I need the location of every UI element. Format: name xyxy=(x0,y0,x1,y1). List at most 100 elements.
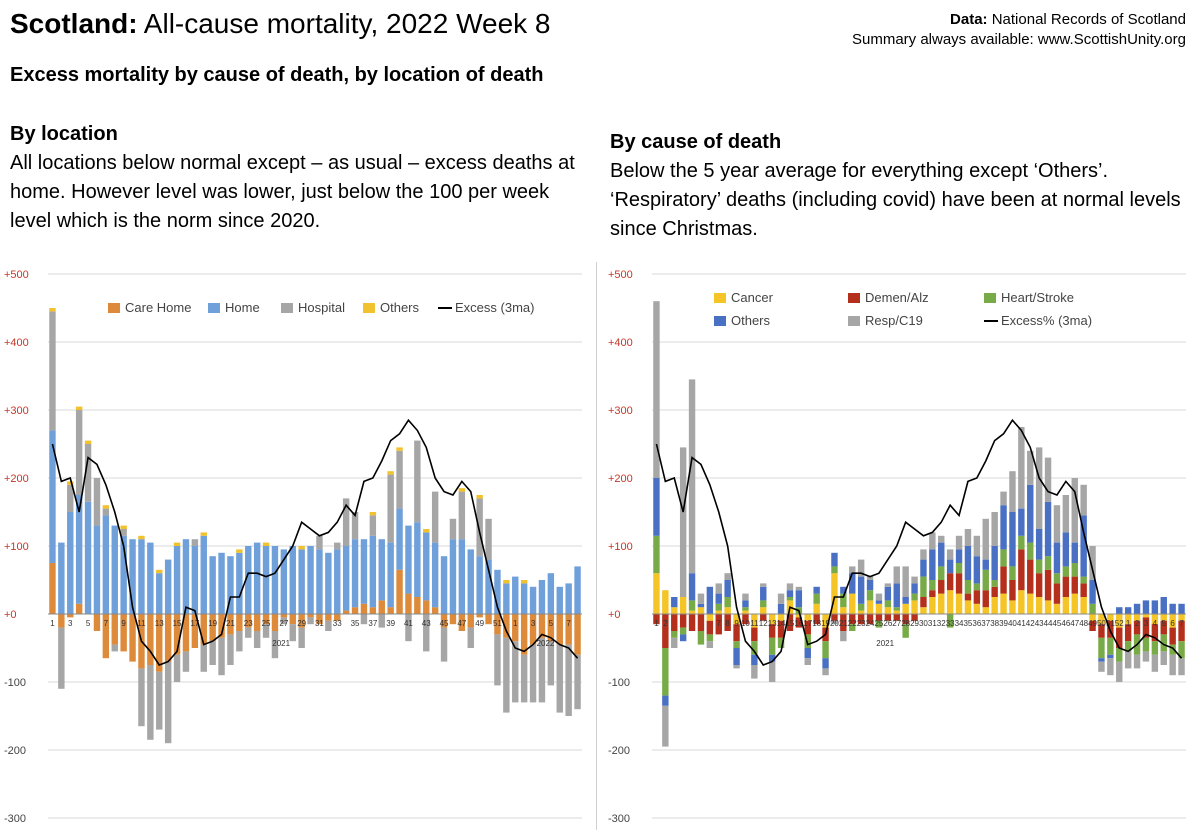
cause-bar-cancer xyxy=(1000,593,1007,614)
cause-bar-cancer xyxy=(751,614,758,628)
location-y-tick-label: +100 xyxy=(4,541,29,553)
cause-bar-heart-stroke xyxy=(973,583,981,591)
cause-bar-others xyxy=(653,478,660,536)
cause-bar-heart-stroke xyxy=(662,648,669,696)
cause-bar-heart-stroke xyxy=(991,580,998,587)
cause-bar-heart-stroke xyxy=(911,593,918,601)
location-x-tick-label: 33 xyxy=(333,619,342,628)
cause-bar-cancer xyxy=(1124,614,1132,625)
location-bar-care-home xyxy=(556,614,563,645)
location-bar-others xyxy=(503,580,510,584)
location-bar-home xyxy=(253,542,261,614)
location-bar-others xyxy=(396,447,403,451)
summary-link[interactable]: Summary always available: www.ScottishUn… xyxy=(851,31,1186,48)
cause-bar-demen-alz xyxy=(920,597,927,608)
source-note: Data: National Records of Scotland Summa… xyxy=(851,11,1186,48)
cause-bar-heart-stroke xyxy=(804,634,811,648)
cause-x-tick-label: 13 xyxy=(768,619,777,628)
location-bar-care-home xyxy=(538,614,546,638)
cause-bar-resp-c19 xyxy=(795,586,803,591)
cause-bar-others xyxy=(1018,508,1025,536)
cause-bar-others xyxy=(813,586,820,594)
location-bar-home xyxy=(316,549,323,614)
cause-bar-cancer xyxy=(884,607,892,614)
location-bar-home xyxy=(414,522,421,597)
cause-legend-swatch xyxy=(714,293,726,303)
location-legend-item: Excess (3ma) xyxy=(438,300,534,315)
location-bar-others xyxy=(262,542,270,546)
cause-y-tick-label: +300 xyxy=(608,405,633,417)
cause-bar-cancer xyxy=(795,614,803,618)
cause-legend-item: Resp/C19 xyxy=(848,313,923,328)
cause-bar-cancer xyxy=(1035,597,1043,614)
location-bar-home xyxy=(227,556,234,614)
cause-bar-demen-alz xyxy=(1018,549,1025,591)
cause-bar-others xyxy=(1071,542,1078,563)
location-bar-others xyxy=(173,542,181,546)
cause-bar-others xyxy=(1089,580,1096,604)
location-bar-others xyxy=(67,481,74,485)
location-bar-home xyxy=(271,546,279,614)
location-bar-care-home xyxy=(307,614,314,618)
page-title: Scotland: All-cause mortality, 2022 Week… xyxy=(10,8,551,39)
cause-bar-resp-c19 xyxy=(929,532,936,550)
cause-bar-demen-alz xyxy=(724,614,731,631)
location-x-tick-label: 23 xyxy=(244,619,253,628)
cause-bar-demen-alz xyxy=(768,624,776,638)
location-bar-home xyxy=(307,546,314,614)
cause-bar-cancer xyxy=(715,610,722,614)
location-legend-label: Care Home xyxy=(125,300,191,315)
location-x-tick-label: 7 xyxy=(104,619,109,628)
cause-x-tick-label: 21 xyxy=(839,619,848,628)
cause-bar-others xyxy=(768,654,776,662)
location-bar-hospital xyxy=(307,617,314,625)
cause-x-tick-label: 8 xyxy=(725,619,730,628)
location-bar-care-home xyxy=(253,614,261,631)
cause-bar-heart-stroke xyxy=(902,624,909,638)
location-bar-home xyxy=(396,508,403,570)
location-x-tick-label: 35 xyxy=(351,619,360,628)
location-bar-hospital xyxy=(476,498,483,557)
location-x-tick-label: 21 xyxy=(226,619,235,628)
cause-bar-resp-c19 xyxy=(866,576,874,580)
location-bar-care-home xyxy=(342,610,350,614)
location-bar-hospital xyxy=(191,539,199,546)
location-x-tick-label: 9 xyxy=(121,619,126,628)
cause-bar-cancer xyxy=(849,593,856,614)
cause-bar-cancer xyxy=(938,593,945,614)
cause-bar-heart-stroke xyxy=(822,641,829,659)
cause-bar-heart-stroke xyxy=(1053,573,1061,584)
cause-bar-others xyxy=(1009,512,1016,567)
location-bar-hospital xyxy=(396,450,403,509)
location-bar-home xyxy=(280,549,288,614)
cause-bar-cancer xyxy=(662,590,669,614)
location-bar-home xyxy=(325,552,332,614)
location-bar-care-home xyxy=(236,614,243,631)
location-legend-item: Care Home xyxy=(108,300,191,315)
cause-bar-demen-alz xyxy=(875,614,883,621)
cause-bar-demen-alz xyxy=(929,590,936,597)
location-bar-hospital xyxy=(467,627,474,648)
location-bar-others xyxy=(236,549,243,553)
location-bar-hospital xyxy=(200,644,207,672)
cause-body: Below the 5 year average for everything … xyxy=(610,160,1181,240)
location-bar-hospital xyxy=(120,529,127,536)
location-bar-hospital xyxy=(414,440,421,523)
cause-legend-swatch xyxy=(848,293,860,303)
cause-bar-demen-alz xyxy=(1044,569,1052,601)
cause-bar-cancer xyxy=(831,573,838,614)
cause-y-tick-label: -100 xyxy=(608,677,630,689)
cause-bar-cancer xyxy=(724,607,731,614)
location-x-tick-label: 41 xyxy=(404,619,413,628)
location-bar-others xyxy=(120,525,127,529)
cause-legend-label: Demen/Alz xyxy=(865,290,929,305)
location-bar-hospital xyxy=(280,617,288,625)
location-bar-hospital xyxy=(494,634,501,686)
cause-bar-cancer xyxy=(1151,614,1159,625)
cause-x-tick-label: 33 xyxy=(946,619,955,628)
location-bar-home xyxy=(200,535,207,614)
cause-x-tick-label: 34 xyxy=(955,619,964,628)
cause-x-tick-label: 52 xyxy=(1115,619,1124,628)
location-x-tick-label: 25 xyxy=(262,619,271,628)
location-bar-others xyxy=(49,308,56,312)
